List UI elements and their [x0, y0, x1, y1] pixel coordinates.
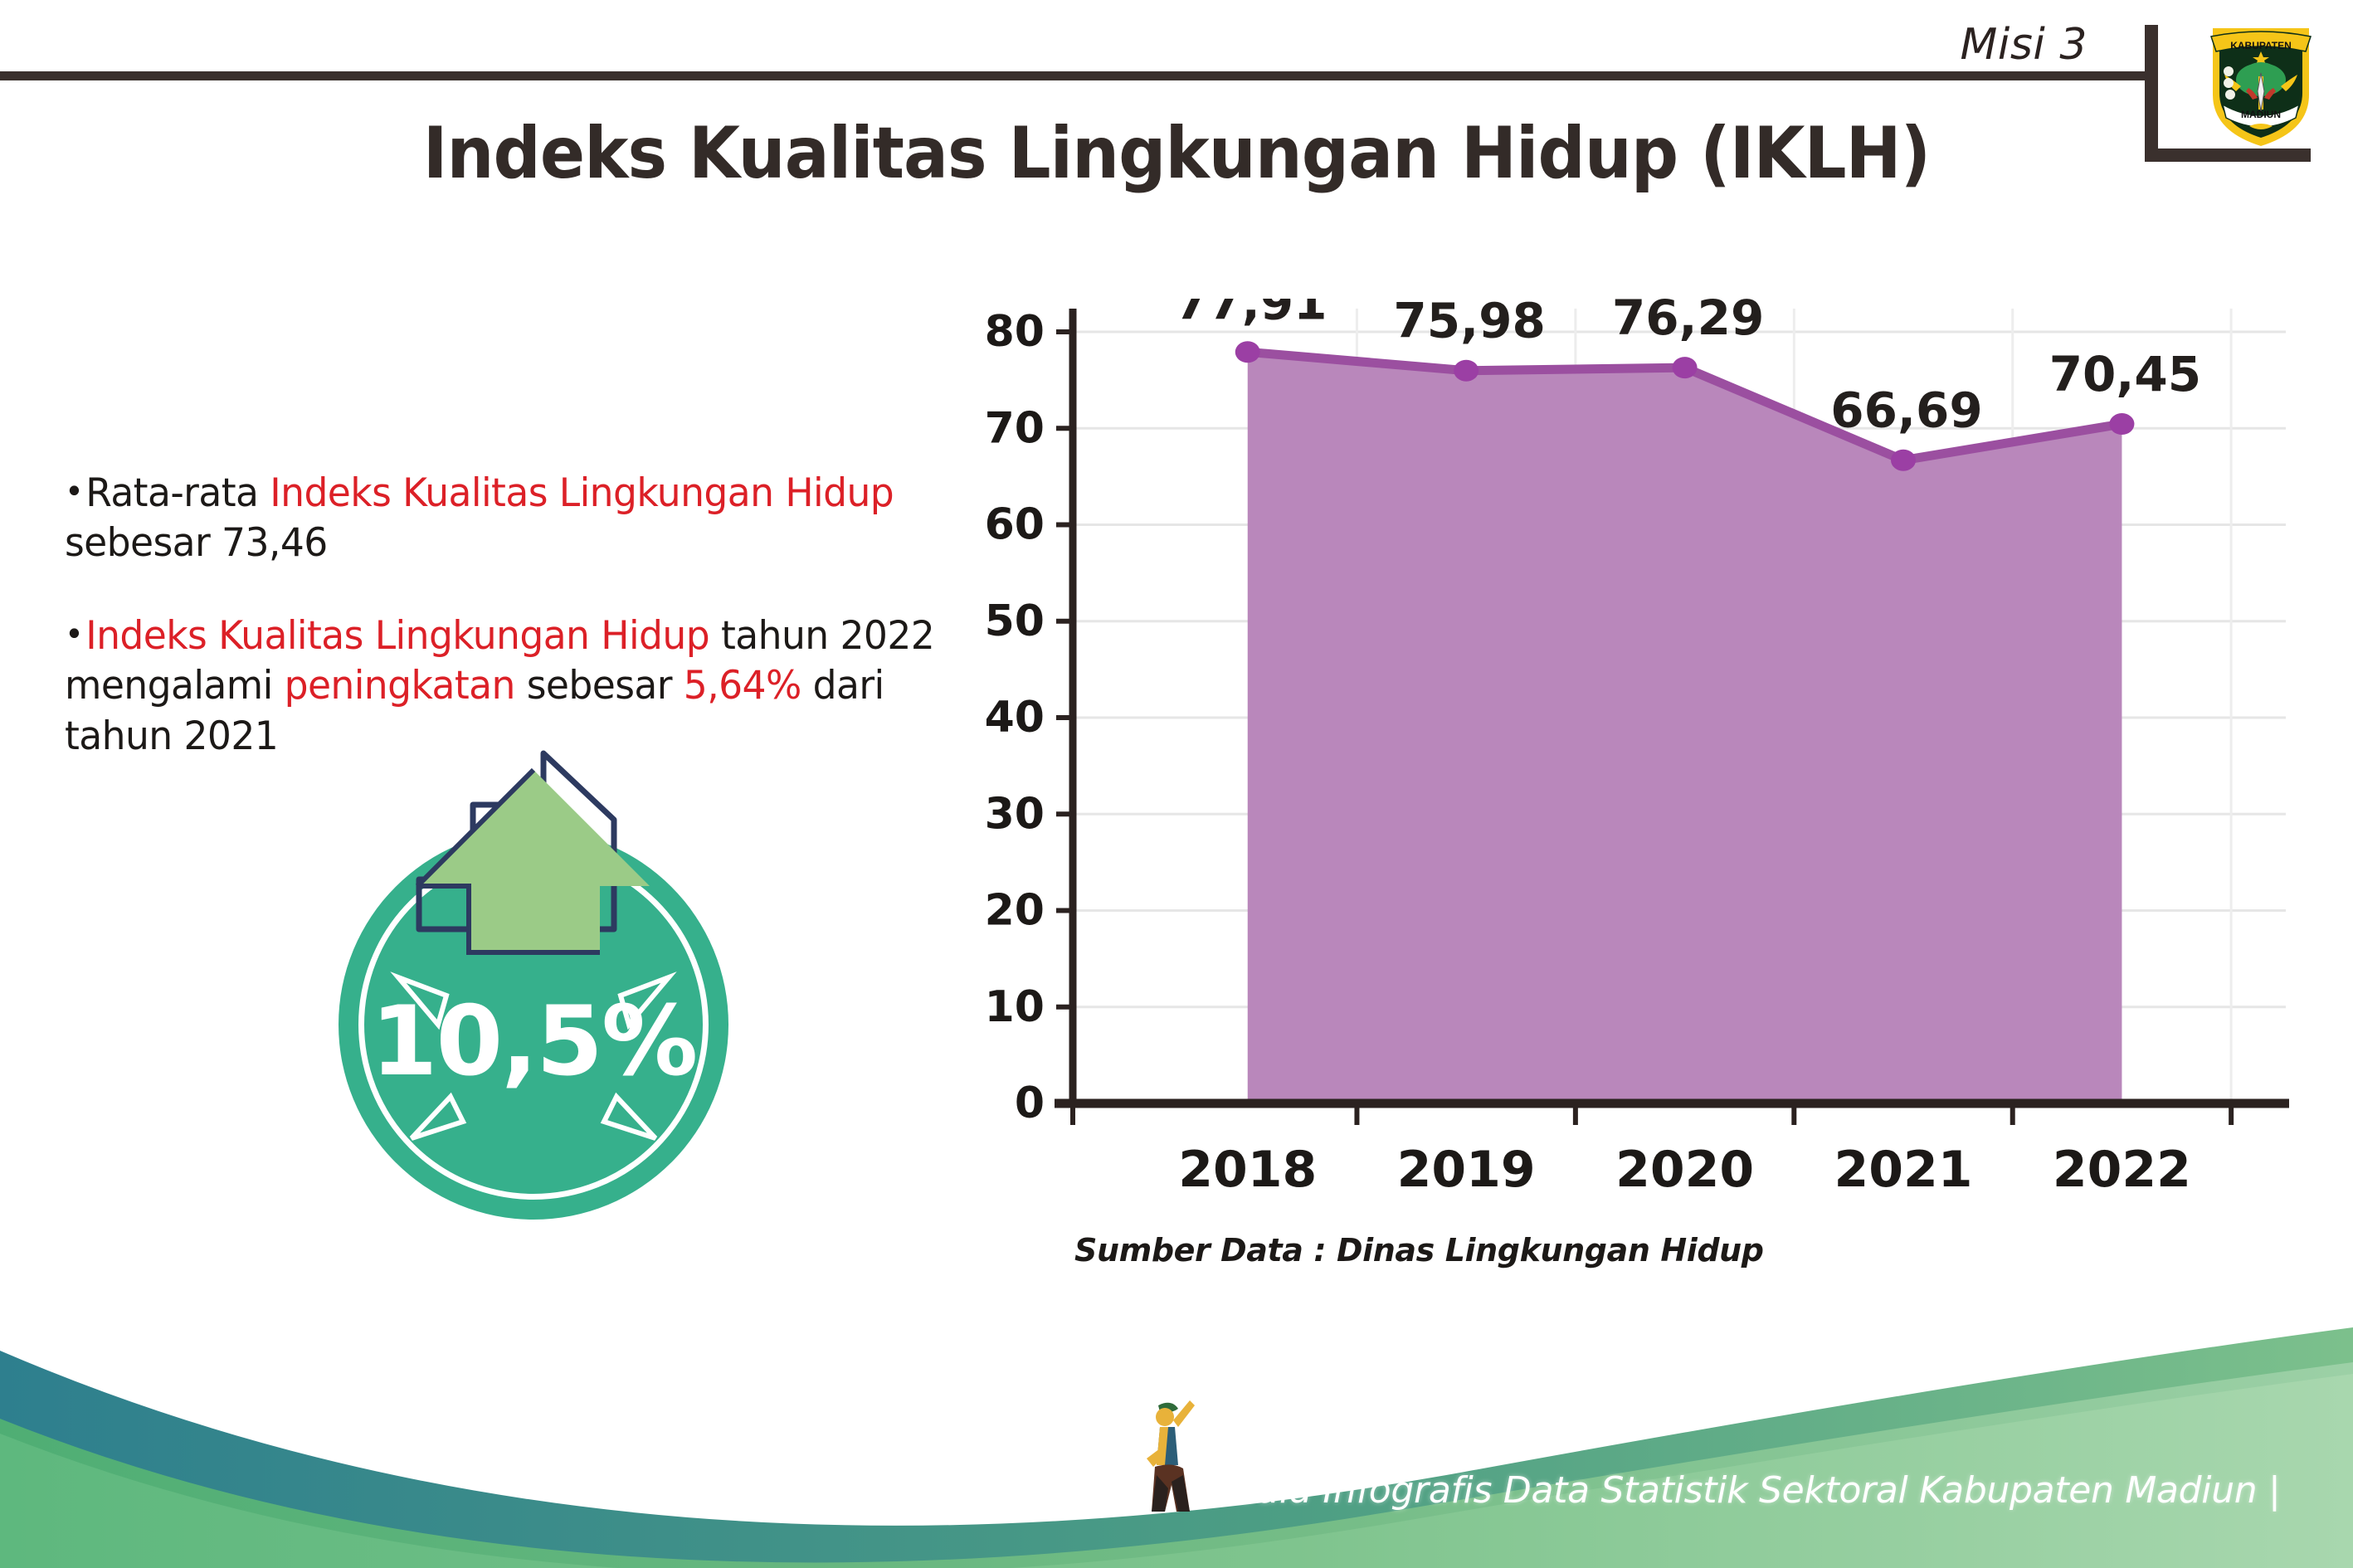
chart-axes [1055, 309, 2289, 1125]
x-tick-label: 2020 [1615, 1141, 1754, 1199]
y-tick-label: 10 [985, 982, 1045, 1032]
page-title: Indeks Kualitas Lingkungan Hidup (IKLH) [422, 112, 1931, 195]
x-tick-label: 2022 [2053, 1141, 2191, 1199]
bullet-1-part-3: sebesar [514, 663, 684, 709]
footer-wave-decoration [0, 1294, 2353, 1568]
y-tick-label: 50 [985, 597, 1045, 646]
svg-text:MADIUN: MADIUN [2241, 109, 2281, 120]
misi-label: Misi 3 [1960, 20, 2087, 70]
y-tick-label: 20 [985, 886, 1045, 936]
bullet-1-part-0: Indeks Kualitas Lingkungan Hidup [85, 613, 710, 660]
svg-text:KABUPATEN: KABUPATEN [2230, 40, 2292, 51]
y-tick-label: 0 [1015, 1079, 1045, 1128]
y-tick-label: 40 [985, 693, 1045, 743]
bullet-dot-icon: • [65, 473, 84, 511]
chart-y-tick-labels: 0 10 20 30 40 50 60 70 80 [985, 307, 1045, 1128]
bullet-item-average: •Rata-rata Indeks Kualitas Lingkungan Hi… [65, 469, 950, 568]
header-corner-bracket [2145, 25, 2353, 162]
bullet-1-part-4: 5,64% [683, 663, 802, 709]
bracket-vertical [2145, 25, 2158, 162]
footer-caption: Media Infografis Data Statistik Sektoral… [1203, 1469, 2281, 1512]
chart-canvas: 0 10 20 30 40 50 60 70 80 2018 2019 2020 2021 2022 7… [985, 299, 2289, 1199]
data-label: 75,98 [1393, 299, 1545, 349]
data-label: 66,69 [1830, 382, 1982, 439]
x-tick-label: 2018 [1178, 1141, 1317, 1199]
bullet-1-part-5: dari tahun 2021 [65, 663, 884, 759]
y-tick-label: 70 [985, 403, 1045, 453]
bullet-1-part-2: peningkatan [284, 663, 516, 709]
bullet-0-part-0: Rata-rata [85, 470, 270, 516]
iklh-area-chart: 0 10 20 30 40 50 60 70 80 2018 2019 2020 2021 2022 7… [983, 299, 2311, 1228]
bullet-list: •Rata-rata Indeks Kualitas Lingkungan Hi… [65, 469, 977, 805]
bullet-item-increase: •Indeks Kualitas Lingkungan Hidup tahun … [65, 611, 950, 761]
kabupaten-madiun-crest-icon: KABUPATEN MADIUN [2203, 15, 2319, 148]
header-divider-line [0, 71, 2151, 80]
x-tick-label: 2021 [1834, 1141, 1973, 1199]
x-tick-label: 2019 [1397, 1141, 1536, 1199]
bullet-dot-icon: • [65, 616, 84, 655]
bullet-0-part-2: sebesar 73,46 [65, 520, 328, 567]
badge-value: 10,5% [370, 986, 698, 1098]
chart-data-labels: 77,91 75,98 76,29 66,69 70,45 [1175, 299, 2201, 439]
chart-markers [1235, 341, 2135, 471]
up-arrow-icon [324, 747, 772, 1037]
mascot-figure-icon [1135, 1395, 1210, 1520]
chart-x-tick-labels: 2018 2019 2020 2021 2022 [1178, 1141, 2191, 1199]
data-label: 76,29 [1612, 299, 1764, 346]
bullet-0-part-1: Indeks Kualitas Lingkungan Hidup [270, 470, 894, 516]
y-tick-label: 60 [985, 500, 1045, 550]
chart-source-note: Sumber Data : Dinas Lingkungan Hidup [1074, 1232, 1764, 1269]
bracket-horizontal [2145, 149, 2311, 162]
badge-spark-ticks-icon [390, 971, 677, 1141]
increase-badge: 10,5% [324, 747, 772, 1236]
data-label: 77,91 [1175, 299, 1327, 330]
bullet-1-part-1: tahun 2022 mengalami [65, 613, 935, 709]
chart-area-fill [1247, 352, 2122, 1103]
y-tick-label: 80 [985, 307, 1045, 357]
y-tick-label: 30 [985, 789, 1045, 839]
data-label: 70,45 [2049, 346, 2201, 402]
